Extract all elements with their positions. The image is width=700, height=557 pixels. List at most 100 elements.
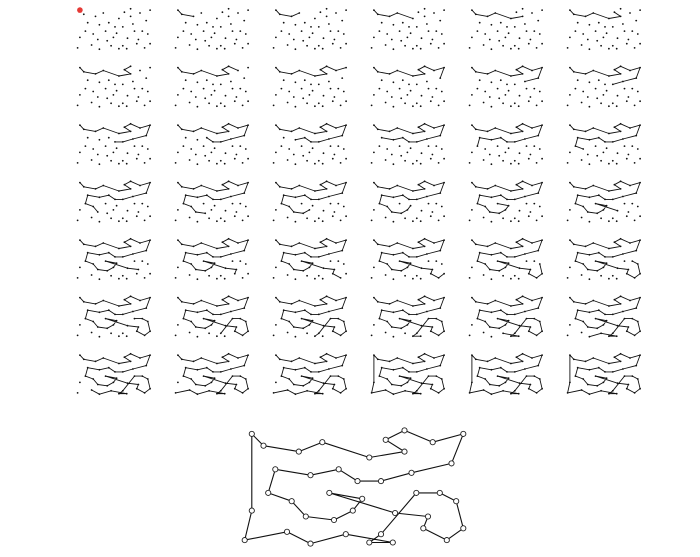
city-dot bbox=[597, 136, 600, 139]
city-dot bbox=[619, 188, 622, 190]
city-dot bbox=[443, 387, 445, 390]
panel-6-4 bbox=[370, 295, 445, 338]
city-dot bbox=[471, 36, 473, 39]
city-dot bbox=[98, 311, 101, 314]
city-dot bbox=[345, 9, 347, 12]
city-dot bbox=[623, 375, 626, 377]
city-dot bbox=[216, 220, 218, 223]
city-dot bbox=[533, 317, 536, 320]
city-dot bbox=[423, 352, 426, 355]
city-dot bbox=[398, 87, 401, 90]
city-dot bbox=[306, 44, 308, 47]
city-dot bbox=[341, 19, 344, 22]
city-dot bbox=[174, 219, 177, 222]
city-dot bbox=[288, 205, 291, 208]
city-dot bbox=[272, 47, 275, 49]
city-dot bbox=[335, 127, 337, 129]
city-dot bbox=[437, 219, 440, 222]
city-dot bbox=[588, 81, 591, 84]
city-dot bbox=[525, 87, 528, 90]
city-dot bbox=[294, 48, 297, 51]
city-dot bbox=[419, 277, 422, 280]
city-dot bbox=[412, 247, 414, 250]
city-dot bbox=[506, 313, 508, 316]
city-dot bbox=[126, 382, 129, 385]
city-dot bbox=[314, 75, 316, 77]
city-dot bbox=[604, 256, 606, 258]
city-dot bbox=[435, 375, 438, 377]
city-dot bbox=[237, 12, 239, 14]
city-dot bbox=[294, 220, 297, 223]
city-dot bbox=[345, 272, 347, 275]
city-dot bbox=[506, 141, 508, 143]
city-dot bbox=[531, 184, 533, 187]
city-dot bbox=[588, 311, 591, 314]
city-dot bbox=[345, 296, 347, 299]
city-dot bbox=[292, 153, 295, 156]
city-dot bbox=[584, 245, 587, 248]
city-dot bbox=[604, 141, 606, 143]
city-dot bbox=[208, 217, 211, 220]
city-dot bbox=[494, 299, 497, 302]
city-dot bbox=[331, 272, 334, 275]
city-dot bbox=[490, 335, 493, 338]
city-dot bbox=[569, 66, 571, 69]
city-dot bbox=[129, 237, 132, 240]
city-dot bbox=[298, 357, 301, 359]
city-dot bbox=[611, 26, 614, 28]
city-dot bbox=[521, 237, 524, 240]
city-dot bbox=[118, 132, 120, 135]
partial-tour-path bbox=[471, 65, 543, 82]
city-dot bbox=[82, 128, 85, 131]
city-dot bbox=[243, 364, 246, 367]
city-dot bbox=[408, 198, 410, 201]
city-dot bbox=[335, 184, 337, 187]
city-dot bbox=[513, 141, 516, 143]
partial-tour-path bbox=[177, 9, 194, 17]
city-dot bbox=[510, 362, 512, 365]
city-dot bbox=[90, 216, 93, 219]
city-dot bbox=[121, 44, 124, 47]
city-dot bbox=[76, 47, 79, 49]
city-dot bbox=[584, 188, 587, 190]
city-dot bbox=[219, 274, 222, 277]
city-dot bbox=[404, 274, 406, 277]
city-dot bbox=[202, 30, 205, 32]
city-dot bbox=[588, 48, 591, 51]
city-dot bbox=[396, 242, 399, 244]
city-dot bbox=[376, 243, 379, 246]
city-dot bbox=[631, 30, 634, 32]
city-dot bbox=[468, 47, 471, 49]
city-dot bbox=[118, 392, 120, 395]
city-dot bbox=[476, 260, 479, 262]
city-dot bbox=[96, 96, 99, 98]
city-dot bbox=[499, 251, 502, 254]
city-dot bbox=[331, 157, 334, 160]
city-dot bbox=[419, 162, 422, 165]
city-dot bbox=[605, 262, 608, 265]
city-dot bbox=[227, 15, 230, 18]
city-dot bbox=[341, 77, 344, 79]
panel-5-6 bbox=[566, 237, 641, 281]
city-dot bbox=[96, 153, 99, 156]
city-dot bbox=[112, 36, 115, 39]
city-dot bbox=[507, 32, 510, 35]
city-dot bbox=[294, 253, 297, 256]
city-dot bbox=[204, 97, 207, 100]
city-dot bbox=[417, 126, 420, 129]
city-dot bbox=[443, 181, 445, 184]
city-dot bbox=[79, 66, 81, 69]
final-city-node bbox=[377, 478, 385, 485]
city-dot bbox=[322, 152, 325, 155]
city-dot bbox=[290, 303, 293, 305]
city-dot bbox=[239, 202, 242, 205]
final-city-node bbox=[302, 513, 309, 520]
city-dot bbox=[488, 326, 491, 328]
city-dot bbox=[224, 267, 227, 270]
city-dot bbox=[499, 79, 502, 82]
city-dot bbox=[79, 209, 81, 211]
city-dot bbox=[177, 296, 179, 299]
city-dot bbox=[86, 251, 89, 254]
city-dot bbox=[325, 7, 328, 10]
city-dot bbox=[412, 132, 414, 135]
